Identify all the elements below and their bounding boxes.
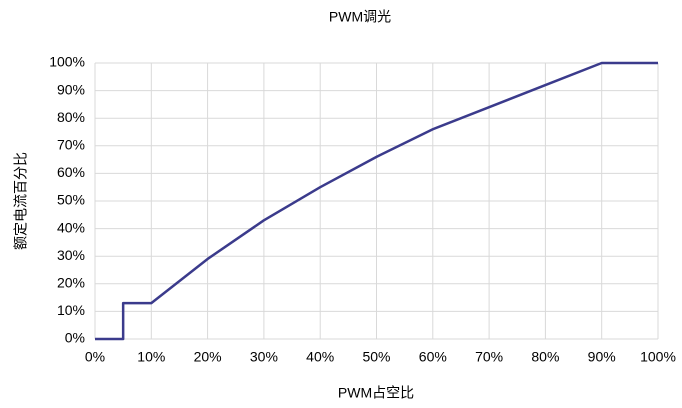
y-tick-label: 20%: [57, 275, 85, 291]
y-tick-label: 90%: [57, 81, 85, 97]
data-line: [95, 61, 658, 341]
y-tick-label: 60%: [57, 164, 85, 180]
y-tick-label: 70%: [57, 137, 85, 153]
y-tick-label: 50%: [57, 192, 85, 208]
x-tick-label: 30%: [250, 349, 278, 365]
y-tick-label: 10%: [57, 302, 85, 318]
x-tick-label: 20%: [194, 349, 222, 365]
x-tick-label: 40%: [306, 349, 334, 365]
x-tick-label: 60%: [419, 349, 447, 365]
x-tick-label: 50%: [362, 349, 390, 365]
x-axis-label: PWM占空比: [338, 385, 414, 401]
y-tick-label: 0%: [65, 330, 85, 346]
x-tick-label: 80%: [531, 349, 559, 365]
y-tick-label: 80%: [57, 109, 85, 125]
y-tick-label: 30%: [57, 247, 85, 263]
y-axis-label: 额定电流百分比: [13, 152, 29, 250]
x-tick-label: 70%: [475, 349, 503, 365]
x-tick-label: 0%: [85, 349, 105, 365]
chart-title: PWM调光: [329, 9, 391, 25]
y-tick-label: 40%: [57, 219, 85, 235]
x-tick-label: 100%: [640, 349, 676, 365]
y-tick-label: 100%: [49, 54, 85, 70]
x-tick-label: 90%: [588, 349, 616, 365]
x-tick-label: 10%: [137, 349, 165, 365]
